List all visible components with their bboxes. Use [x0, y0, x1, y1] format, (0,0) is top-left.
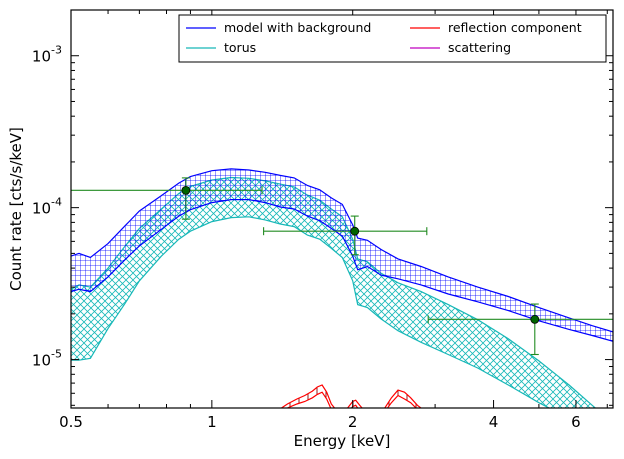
data-point-marker-3: [530, 314, 540, 324]
legend-label-model-with-background: model with background: [224, 20, 371, 35]
x-tick-label: 1: [207, 413, 217, 431]
y-tick-label: 10: [32, 200, 51, 218]
x-tick-label: 6: [571, 413, 581, 431]
legend: model with background torus reflection com…: [178, 14, 607, 63]
torus-band-fill: [71, 177, 596, 408]
legend-label-scattering: scattering: [448, 40, 511, 55]
model-with-background-lower-line: [71, 199, 613, 342]
x-axis-label: Energy [keV]: [294, 432, 391, 450]
data-point-marker-2: [350, 226, 360, 236]
y-tick-label-exponent: -4: [51, 196, 62, 209]
legend-label-torus: torus: [224, 40, 256, 55]
y-tick-label-exponent: -5: [51, 348, 62, 361]
y-tick-label: 10: [32, 352, 51, 370]
torus-lower-line: [71, 216, 551, 408]
legend-box: [178, 14, 607, 63]
plot-area: [71, 168, 613, 408]
x-tick-label: 2: [348, 413, 358, 431]
y-tick-label-exponent: -3: [51, 44, 62, 57]
data-point-marker-1: [181, 185, 191, 195]
y-tick-label: 10: [32, 48, 51, 66]
data-points: [71, 177, 613, 356]
x-tick-label: 4: [489, 413, 499, 431]
plot-frame: [70, 9, 614, 409]
y-axis-label: Count rate [cts/s/keV]: [7, 127, 25, 291]
legend-label-reflection-component: reflection component: [448, 20, 582, 35]
reflection-component-band-fill: [281, 385, 421, 408]
model-with-background-band-fill: [71, 168, 613, 342]
model-with-background-upper-line: [71, 168, 613, 333]
x-tick-label: 0.5: [59, 413, 83, 431]
axis-ticks: 0.5 1 2 4 610-510-410-3: [32, 9, 613, 431]
